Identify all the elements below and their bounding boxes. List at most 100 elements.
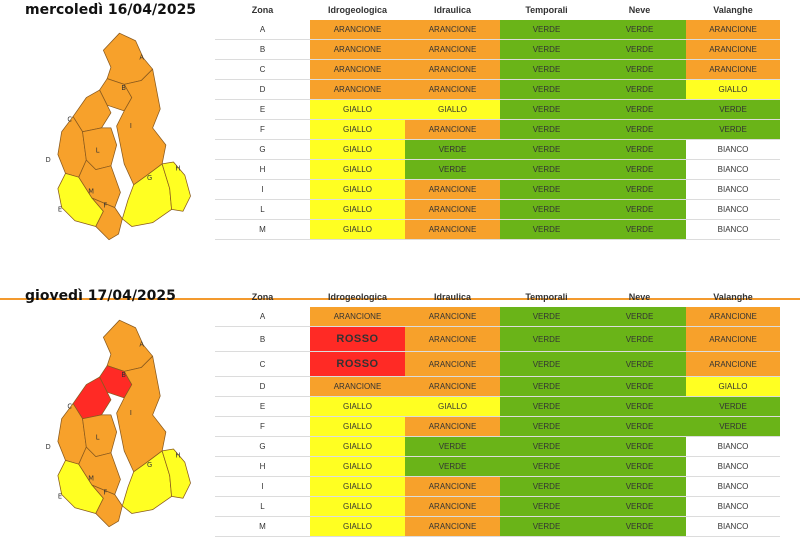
alert-cell-idrogeologica: GIALLO — [310, 497, 405, 516]
alert-cell-temporali: VERDE — [500, 100, 593, 119]
alert-cell-idraulica: ARANCIONE — [405, 497, 500, 516]
table-row: H GIALLO VERDE VERDE VERDE BIANCO — [215, 160, 780, 180]
zone-cell: L — [260, 205, 265, 214]
alert-cell-idrogeologica: GIALLO — [310, 100, 405, 119]
alert-cell-neve: VERDE — [593, 200, 686, 219]
map-zone-label: F — [103, 489, 107, 497]
alert-cell-temporali: VERDE — [500, 307, 593, 326]
map-zone-label: M — [88, 187, 94, 195]
alert-cell-neve: VERDE — [593, 120, 686, 139]
map-zone-f — [91, 197, 123, 241]
alert-cell-valanghe: BIANCO — [686, 437, 780, 456]
alert-cell-neve: VERDE — [593, 100, 686, 119]
alert-cell-temporali: VERDE — [500, 60, 593, 79]
alert-cell-temporali: VERDE — [500, 477, 593, 496]
alert-cell-idraulica: VERDE — [405, 457, 500, 476]
map-zone-label: D — [46, 156, 51, 164]
alert-cell-temporali: VERDE — [500, 417, 593, 436]
alert-cell-valanghe: VERDE — [686, 120, 780, 139]
piemonte-map: A B C D E F G H I L M — [46, 32, 191, 241]
alert-cell-idrogeologica: GIALLO — [310, 517, 405, 536]
alert-cell-neve: VERDE — [593, 437, 686, 456]
alert-cell-temporali: VERDE — [500, 397, 593, 416]
alert-cell-valanghe: VERDE — [686, 100, 780, 119]
alert-cell-idraulica: ARANCIONE — [405, 220, 500, 239]
column-header: Idraulica — [433, 292, 471, 302]
map-zone-label: L — [96, 147, 100, 155]
alert-cell-neve: VERDE — [593, 377, 686, 396]
alert-cell-temporali: VERDE — [500, 327, 593, 351]
zone-cell: G — [259, 145, 266, 154]
alert-cell-neve: VERDE — [593, 180, 686, 199]
map-zone-label: H — [175, 165, 180, 173]
alert-cell-neve: VERDE — [593, 20, 686, 39]
zone-cell: A — [259, 312, 266, 321]
alert-cell-idraulica: GIALLO — [405, 397, 500, 416]
alert-cell-valanghe: BIANCO — [686, 160, 780, 179]
alert-cell-idraulica: ARANCIONE — [405, 307, 500, 326]
table-row: B ARANCIONE ARANCIONE VERDE VERDE ARANCIONE — [215, 40, 780, 60]
map-zone-label: C — [67, 115, 72, 123]
zone-cell: D — [259, 382, 266, 391]
zone-cell: E — [259, 105, 266, 114]
alert-cell-temporali: VERDE — [500, 497, 593, 516]
alert-cell-idrogeologica: GIALLO — [310, 180, 405, 199]
map-zone-h — [161, 161, 191, 212]
zone-cell: E — [259, 402, 266, 411]
map-zone-label: H — [175, 452, 180, 460]
alert-cell-idraulica: ARANCIONE — [405, 200, 500, 219]
alert-cell-valanghe: GIALLO — [686, 80, 780, 99]
table-row: L GIALLO ARANCIONE VERDE VERDE BIANCO — [215, 497, 780, 517]
map-zone-label: B — [121, 84, 126, 92]
table-row: D ARANCIONE ARANCIONE VERDE VERDE GIALLO — [215, 80, 780, 100]
alert-cell-idrogeologica: GIALLO — [310, 120, 405, 139]
table-row: C ARANCIONE ARANCIONE VERDE VERDE ARANCIONE — [215, 60, 780, 80]
table-row: E GIALLO GIALLO VERDE VERDE VERDE — [215, 397, 780, 417]
alert-cell-idraulica: GIALLO — [405, 100, 500, 119]
alert-cell-idraulica: ARANCIONE — [405, 327, 500, 351]
alert-cell-neve: VERDE — [593, 457, 686, 476]
alert-cell-neve: VERDE — [593, 352, 686, 376]
alert-cell-temporali: VERDE — [500, 160, 593, 179]
table-row: L GIALLO ARANCIONE VERDE VERDE BIANCO — [215, 200, 780, 220]
day-section-2: giovedì 17/04/2025 A B C D E F G H I L M Zona Idrog… — [0, 285, 800, 552]
table-row: I GIALLO ARANCIONE VERDE VERDE BIANCO — [215, 180, 780, 200]
zone-cell: G — [259, 442, 266, 451]
map-zone-label: G — [147, 461, 152, 469]
day-title: mercoledì 16/04/2025 — [25, 2, 197, 18]
alert-cell-temporali: VERDE — [500, 517, 593, 536]
map-zone-label: L — [96, 434, 100, 442]
alert-cell-valanghe: BIANCO — [686, 457, 780, 476]
alert-cell-idraulica: VERDE — [405, 160, 500, 179]
alert-cell-valanghe: ARANCIONE — [686, 352, 780, 376]
column-header: Temporali — [525, 292, 568, 302]
alert-cell-valanghe: ARANCIONE — [686, 40, 780, 59]
zone-cell: B — [259, 334, 266, 344]
alert-cell-neve: VERDE — [593, 80, 686, 99]
table-row: M GIALLO ARANCIONE VERDE VERDE BIANCO — [215, 220, 780, 240]
alert-cell-idrogeologica: GIALLO — [310, 417, 405, 436]
alert-cell-temporali: VERDE — [500, 180, 593, 199]
alert-cell-valanghe: VERDE — [686, 397, 780, 416]
zone-map: A B C D E F G H I L M — [20, 18, 200, 253]
alert-cell-valanghe: BIANCO — [686, 140, 780, 159]
map-zone-label: F — [103, 202, 107, 210]
column-header: Neve — [628, 292, 651, 302]
alert-cell-valanghe: BIANCO — [686, 200, 780, 219]
zone-cell: C — [259, 65, 266, 74]
alert-cell-temporali: VERDE — [500, 220, 593, 239]
alert-cell-valanghe: VERDE — [686, 417, 780, 436]
alert-cell-neve: VERDE — [593, 397, 686, 416]
zone-cell: C — [259, 359, 266, 369]
alert-cell-valanghe: ARANCIONE — [686, 327, 780, 351]
zone-cell: F — [260, 125, 265, 134]
alert-cell-valanghe: ARANCIONE — [686, 60, 780, 79]
column-header: Zona — [251, 5, 274, 15]
zone-map: A B C D E F G H I L M — [20, 305, 200, 540]
alert-cell-idraulica: ARANCIONE — [405, 477, 500, 496]
map-zone-label: G — [147, 174, 152, 182]
map-zone-f — [91, 484, 123, 528]
alert-cell-idrogeologica: GIALLO — [310, 200, 405, 219]
column-header: Valanghe — [713, 292, 753, 302]
alert-cell-neve: VERDE — [593, 417, 686, 436]
